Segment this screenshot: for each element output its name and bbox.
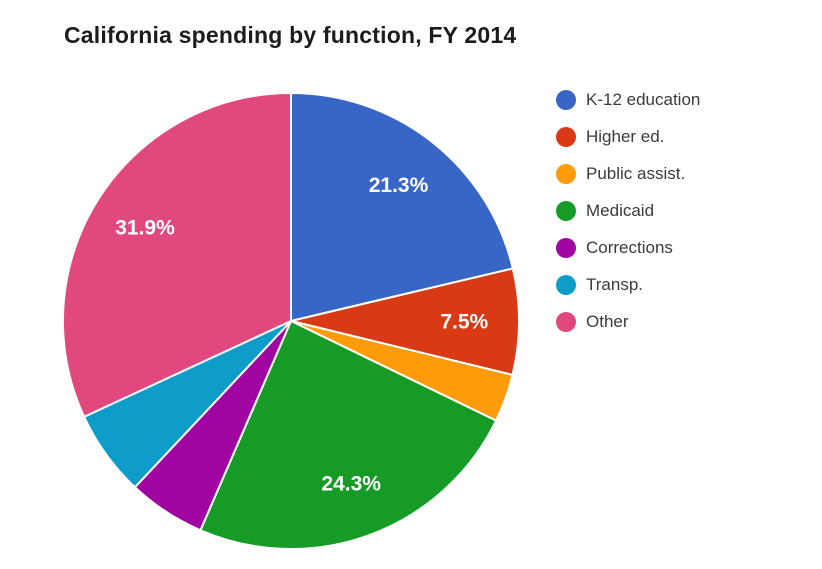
- legend-item-medicaid[interactable]: Medicaid: [556, 201, 700, 221]
- legend-item-corrections[interactable]: Corrections: [556, 238, 700, 258]
- legend-item-label: Medicaid: [586, 201, 655, 220]
- legend-item-label: Public assist.: [586, 164, 686, 183]
- legend-item-label: Corrections: [586, 238, 673, 257]
- legend-item-label: Higher ed.: [586, 127, 665, 146]
- legend-swatch-icon: [556, 201, 576, 221]
- legend-swatch-icon: [556, 90, 576, 110]
- legend-swatch-icon: [556, 164, 576, 184]
- pie-slice-medicaid[interactable]: [199, 320, 498, 550]
- legend-item-label: Other: [586, 312, 629, 331]
- legend: K-12 education Higher ed. Public assist. Me…: [556, 90, 700, 349]
- pie-slice-higher-ed[interactable]: [290, 267, 520, 376]
- legend-item-higher-ed[interactable]: Higher ed.: [556, 127, 700, 147]
- pie-slice-other[interactable]: [61, 92, 292, 418]
- legend-item-k-12-education[interactable]: K-12 education: [556, 90, 700, 110]
- legend-swatch-icon: [556, 238, 576, 258]
- legend-swatch-icon: [556, 312, 576, 332]
- chart-title: California spending by function, FY 2014: [64, 22, 517, 48]
- legend-item-label: K-12 education: [586, 90, 701, 109]
- legend-item-transp[interactable]: Transp.: [556, 275, 700, 295]
- legend-item-other[interactable]: Other: [556, 312, 700, 332]
- legend-swatch-icon: [556, 127, 576, 147]
- legend-swatch-icon: [556, 275, 576, 295]
- legend-item-label: Transp.: [586, 275, 644, 294]
- legend-item-public-assist[interactable]: Public assist.: [556, 164, 700, 184]
- pie-slice-k-12-education[interactable]: [290, 92, 514, 322]
